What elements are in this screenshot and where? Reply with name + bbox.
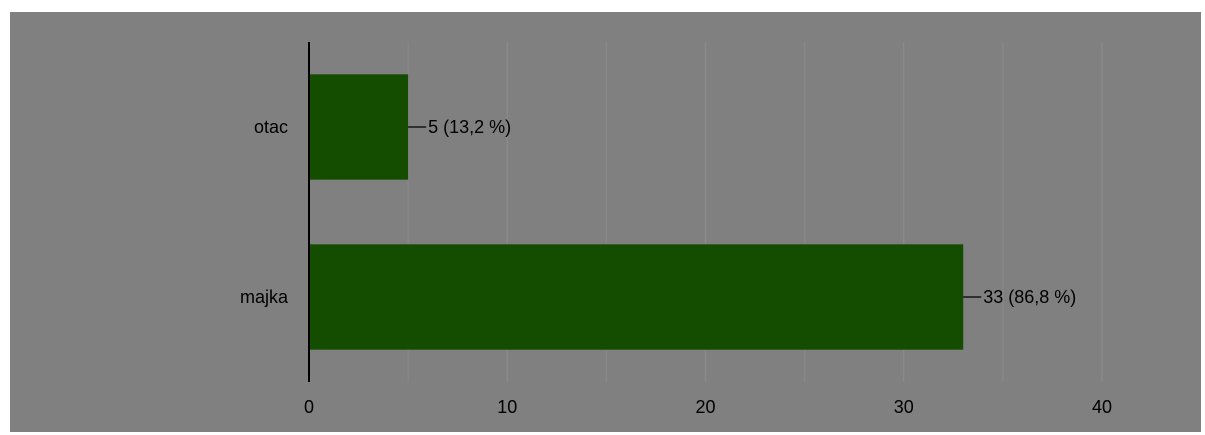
bars [309, 74, 964, 350]
x-tick-label: 20 [695, 397, 715, 417]
data-label: 33 (86,8 %) [983, 287, 1076, 307]
labels: 0 10 20 30 40 otac 5 (13,2 %) majka 33 (86,8 %) [240, 117, 1112, 417]
bar-majka [309, 244, 964, 350]
category-label: majka [240, 287, 289, 307]
category-label: otac [254, 117, 288, 137]
x-tick-label: 30 [894, 397, 914, 417]
bar-otac [309, 74, 409, 180]
x-tick-label: 0 [304, 397, 314, 417]
x-tick-label: 10 [497, 397, 517, 417]
data-label: 5 (13,2 %) [428, 117, 511, 137]
x-tick-label: 40 [1092, 397, 1112, 417]
